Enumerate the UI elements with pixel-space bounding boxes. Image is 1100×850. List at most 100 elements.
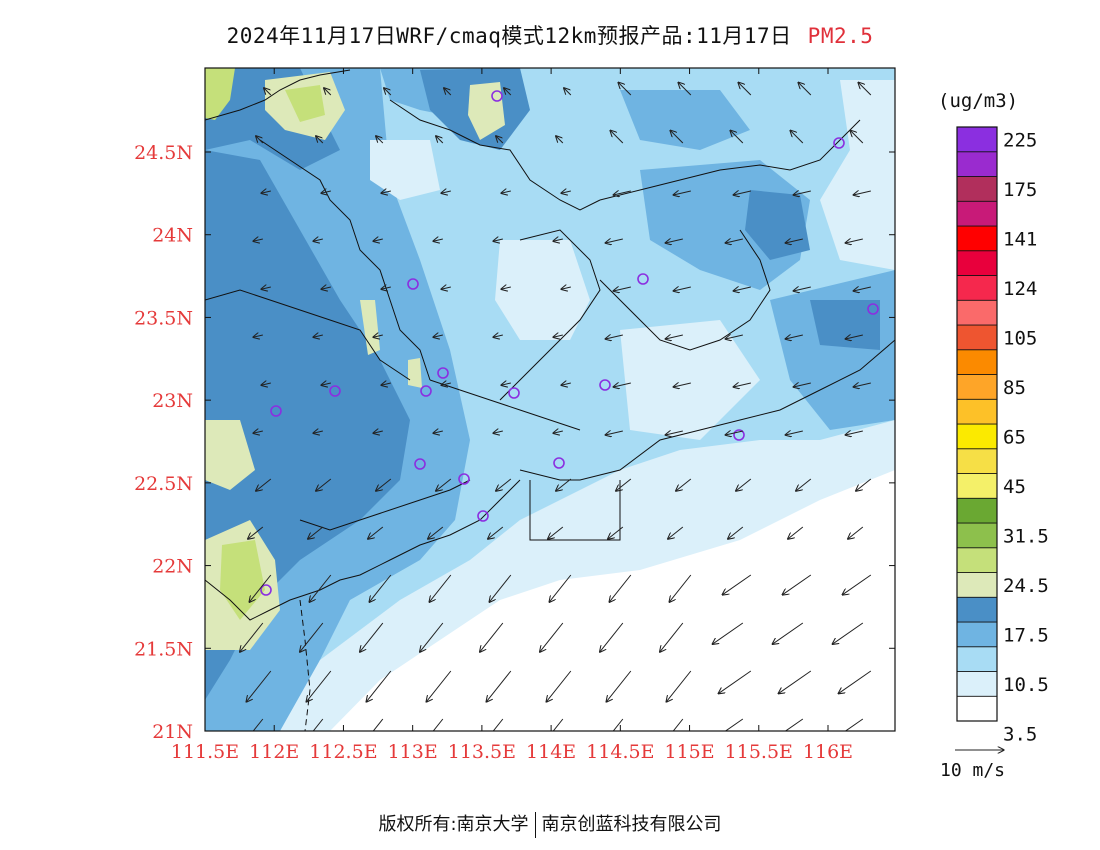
wind-arrow [676,478,692,491]
longitude-label: 113.5E [448,741,516,763]
wind-arrow [838,670,872,694]
legend-swatch [956,572,998,598]
legend-swatch [956,225,998,252]
station-marker [458,473,470,485]
longitude-label: 114.5E [586,741,654,763]
latitude-label: 22N [152,556,193,578]
wind-arrow [549,574,572,602]
wind-arrow [669,574,692,602]
wind-arrow [493,335,503,337]
wind-arrow [480,622,504,652]
wind-arrow [373,239,383,241]
wind-arrow [600,622,624,652]
copyright-left: 版权所有:南京大学 [378,814,529,835]
wind-arrow [252,718,264,731]
longitude-label: 112E [249,741,299,763]
wind-arrow [793,287,811,291]
legend-swatch [956,151,998,177]
legend-swatch [956,621,998,648]
legend-tick-label: 175 [1003,179,1037,201]
separator [534,812,536,838]
copyright-right: 南京创蓝科技有限公司 [541,814,722,835]
legend-swatch [956,349,998,375]
wind-arrow [366,670,392,702]
station-marker [733,429,745,441]
wind-arrow [718,670,752,694]
wind-arrow [486,670,512,702]
wind-arrow [321,287,331,289]
wind-arrow [613,191,631,195]
wind-arrow [433,335,443,337]
wind-arrow [616,478,632,491]
wind-arrow [249,574,272,602]
wind-arrow [444,88,452,96]
wind-arrow [436,136,444,144]
wind-arrow [848,526,864,539]
wind-arrow [785,239,803,243]
legend-swatch [956,671,998,697]
legend-swatch [956,176,998,202]
longitude-label: 116E [803,741,853,763]
longitude-label: 114E [526,741,576,763]
legend-swatch [956,547,998,573]
wind-arrow [665,239,683,243]
wind-arrow [433,431,443,433]
station-marker [637,273,649,285]
wind-arrow [381,383,391,385]
wind-arrow [306,670,332,702]
station-marker [599,379,611,391]
legend-swatch [956,423,998,450]
wind-arrow [316,478,332,491]
longitude-label: 115E [664,741,714,763]
wind-arrow [605,239,623,243]
wind-arrow [561,287,571,289]
color-legend: 225 175 141 124 105 85 65 45 31.5 24.5 17.5 10.5 3.5 [956,126,1049,745]
monitoring-stations [260,90,879,596]
station-marker [407,278,419,290]
wind-arrow [501,191,511,193]
legend-swatch [956,299,998,326]
wind-arrow [853,287,871,291]
wind-arrow [360,622,384,652]
wind-arrow [436,478,452,491]
wind-arrow [672,718,684,731]
legend-swatch [956,522,998,549]
longitude-label: 113E [388,741,438,763]
wind-arrow [612,718,624,731]
wind-arrow [240,622,264,652]
boundaries [205,69,895,731]
wind-arrow [556,478,572,491]
legend-swatch [956,126,998,153]
legend-swatch [956,596,998,623]
copyright: 版权所有:南京大学 南京创蓝科技有限公司 [0,810,1100,838]
legend-tick-label: 85 [1003,377,1026,399]
wind-arrow [793,191,811,195]
wind-arrow [673,287,691,291]
legend-tick-label: 24.5 [1003,575,1049,597]
wind-arrow [489,574,512,602]
wind-arrow [785,431,803,435]
station-marker [477,510,489,522]
wind-arrow [853,383,871,387]
wind-arrow [429,574,452,602]
legend-tick-label: 45 [1003,476,1026,498]
wind-arrow [441,383,451,385]
wind-arrow [733,383,751,387]
legend-tick-label: 10.5 [1003,674,1049,696]
wind-arrow [673,191,691,195]
wind-arrow [678,82,692,96]
wind-arrow [608,526,624,539]
wind-arrow [313,431,323,433]
station-marker [260,584,272,596]
station-marker [508,387,520,399]
legend-unit: (ug/m3) [938,90,1019,112]
map-title: 2024年11月17日WRF/cmaq模式12km预报产品:11月17日 PM2.… [0,20,1100,50]
wind-arrow [552,718,564,731]
wind-arrow [730,130,744,144]
wind-vectors [237,82,872,731]
wind-arrow [309,574,332,602]
pollutant-label: PM2.5 [807,24,874,48]
longitude-label: 115.5E [725,741,793,763]
wind-arrow [246,670,272,702]
longitude-label: 111.5E [171,741,239,763]
